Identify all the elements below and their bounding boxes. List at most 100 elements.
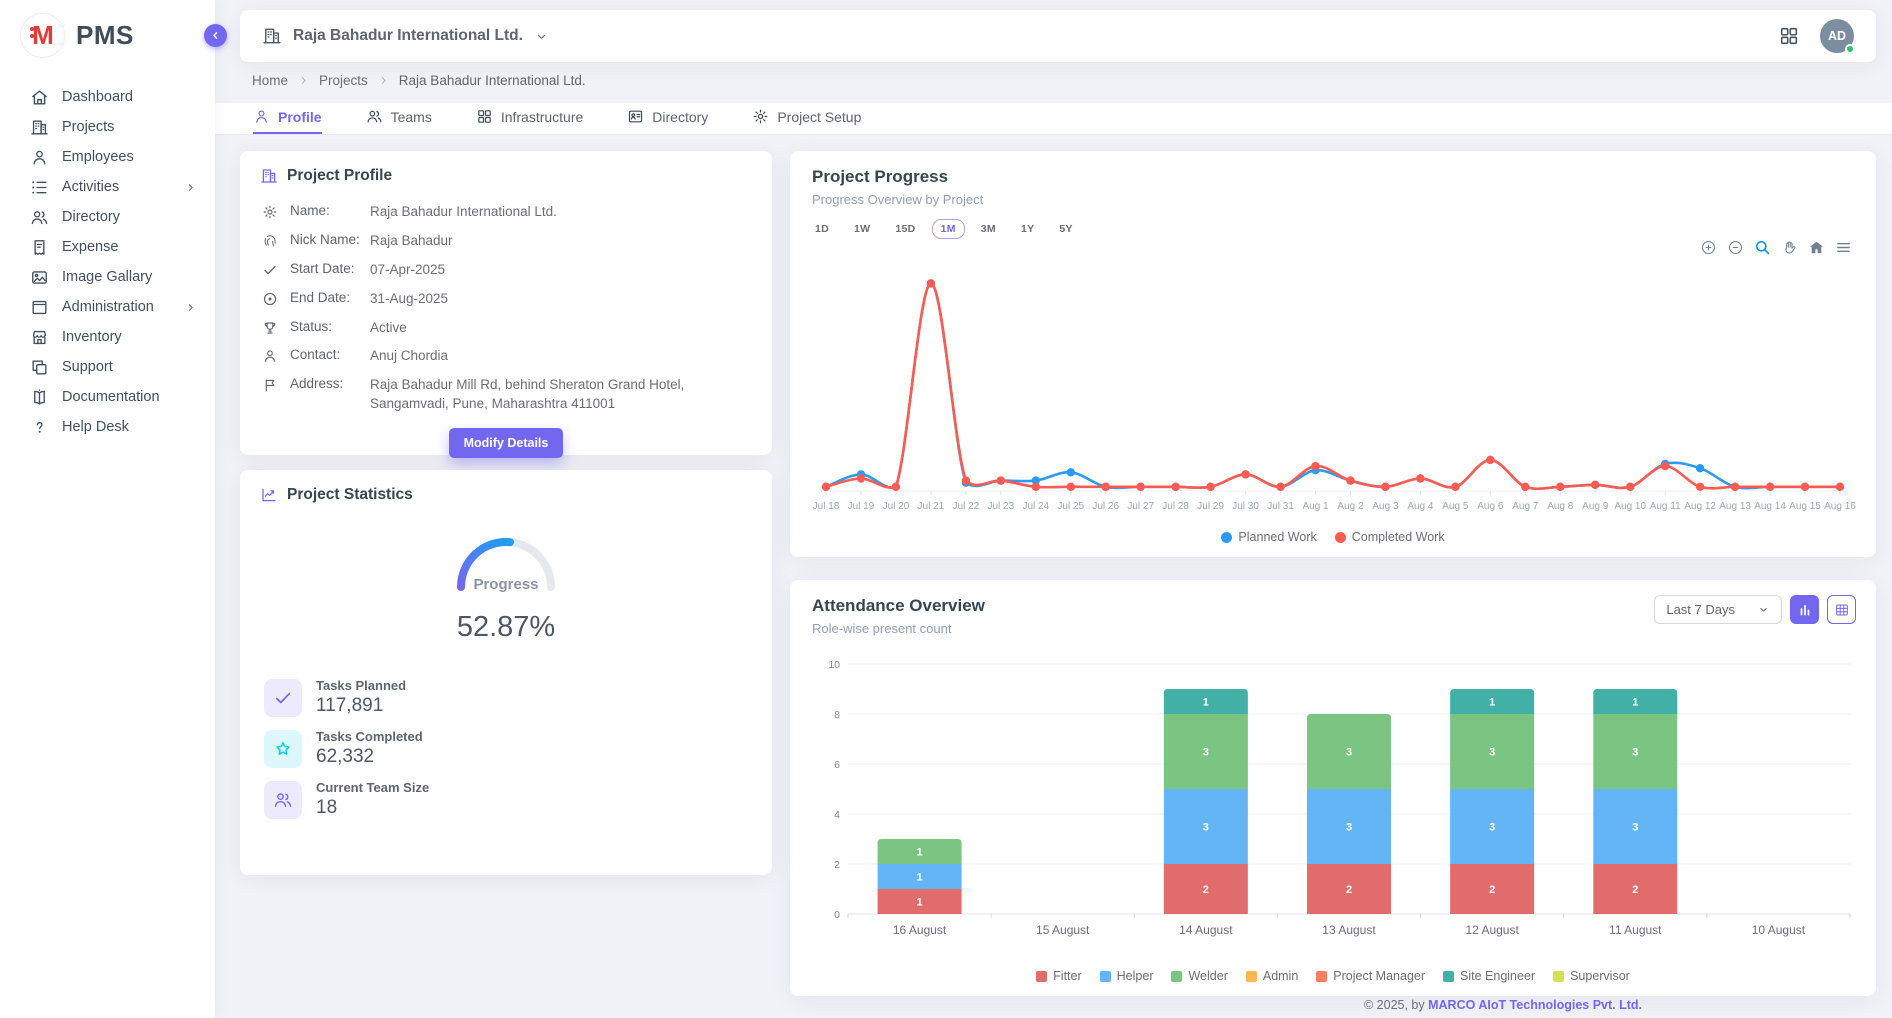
logo-mark-icon: M <box>20 13 65 58</box>
stat-text: Current Team Size18 <box>316 780 429 819</box>
sidebar-item-help-desk[interactable]: Help Desk <box>0 412 215 442</box>
legend-item-fitter[interactable]: Fitter <box>1036 969 1081 983</box>
profile-row-label: Contact: <box>290 347 370 362</box>
sidebar-item-documentation[interactable]: Documentation <box>0 382 215 412</box>
svg-text:3: 3 <box>1489 822 1495 834</box>
zoomin-icon[interactable] <box>1700 239 1717 256</box>
stat-value: 117,891 <box>316 695 406 717</box>
legend-marker <box>1335 532 1346 543</box>
svg-text:Jul 31: Jul 31 <box>1267 501 1294 512</box>
legend-item-site-engineer[interactable]: Site Engineer <box>1443 969 1535 983</box>
sidebar-item-employees[interactable]: Employees <box>0 142 215 172</box>
legend-marker <box>1036 971 1047 982</box>
tab-profile[interactable]: Profile <box>253 103 322 134</box>
apps-grid-button[interactable] <box>1778 25 1800 47</box>
sidebar-item-label: Support <box>62 359 113 375</box>
legend-item-planned-work[interactable]: Planned Work <box>1221 530 1316 544</box>
project-statistics-card: Project Statistics Progress 52.87% Tasks… <box>240 470 772 875</box>
stat-text: Tasks Completed62,332 <box>316 729 423 768</box>
range-button-15d[interactable]: 15D <box>886 219 924 239</box>
svg-text:Aug 11: Aug 11 <box>1650 501 1681 512</box>
profile-row-value: Raja Bahadur Mill Rd, behind Sheraton Gr… <box>370 376 750 414</box>
chart-view-button[interactable] <box>1790 595 1819 624</box>
table-view-button[interactable] <box>1827 595 1856 624</box>
footer-company-link[interactable]: MARCO AIoT Technologies Pvt. Ltd. <box>1428 998 1642 1012</box>
range-button-1d[interactable]: 1D <box>806 219 838 239</box>
sidebar-collapse-button[interactable] <box>204 24 227 47</box>
flag-icon <box>262 377 278 393</box>
svg-text:1: 1 <box>1203 697 1209 709</box>
range-button-1m[interactable]: 1M <box>932 219 965 239</box>
chevron-right-icon <box>184 181 197 194</box>
modify-details-button[interactable]: Modify Details <box>449 428 564 458</box>
footer: © 2025, by MARCO AIoT Technologies Pvt. … <box>1364 998 1642 1012</box>
check-icon <box>264 679 302 717</box>
legend-item-project-manager[interactable]: Project Manager <box>1316 969 1425 983</box>
company-selector[interactable]: Raja Bahadur International Ltd. <box>262 26 549 46</box>
svg-text:6: 6 <box>834 759 840 771</box>
profile-row-label: Name: <box>290 203 370 218</box>
project-profile-card: Project Profile Name:Raja Bahadur Intern… <box>240 151 772 455</box>
date-range-select[interactable]: Last 7 Days <box>1654 595 1782 624</box>
sidebar-item-expense[interactable]: Expense <box>0 232 215 262</box>
sidebar-item-administration[interactable]: Administration <box>0 292 215 322</box>
profile-row-status: Status:Active <box>240 319 772 338</box>
stacked-bar-chart: 024681011116 August15 August233114 Augus… <box>810 650 1856 942</box>
sidebar-item-projects[interactable]: Projects <box>0 112 215 142</box>
project-statistics-header: Project Statistics <box>240 470 772 512</box>
sidebar-item-image-gallary[interactable]: Image Gallary <box>0 262 215 292</box>
tab-directory[interactable]: Directory <box>627 103 708 134</box>
chevron-left-icon <box>209 29 222 42</box>
househ-icon[interactable] <box>1808 239 1825 256</box>
hand-icon[interactable] <box>1781 239 1798 256</box>
app-logo[interactable]: M PMS <box>0 0 215 58</box>
project-progress-card: Project Progress Progress Overview by Pr… <box>790 151 1876 557</box>
svg-text:Jul 18: Jul 18 <box>813 501 840 512</box>
user-avatar[interactable]: AD <box>1820 19 1854 53</box>
legend-item-admin[interactable]: Admin <box>1246 969 1298 983</box>
svg-text:1: 1 <box>917 872 923 884</box>
tab-teams[interactable]: Teams <box>366 103 432 134</box>
breadcrumb-item-home[interactable]: Home <box>252 73 288 88</box>
svg-text:Jul 26: Jul 26 <box>1092 501 1119 512</box>
chevron-right-icon <box>297 74 310 87</box>
legend-item-helper[interactable]: Helper <box>1100 969 1154 983</box>
breadcrumb-item-projects[interactable]: Projects <box>319 73 368 88</box>
bar-chart-svg: 024681011116 August15 August233114 Augus… <box>810 650 1856 942</box>
sidebar-item-activities[interactable]: Activities <box>0 172 215 202</box>
svg-text:Aug 7: Aug 7 <box>1512 501 1539 512</box>
project-progress-subtitle: Progress Overview by Project <box>790 187 1876 207</box>
search-icon[interactable] <box>1754 239 1771 256</box>
svg-text:Aug 10: Aug 10 <box>1614 501 1646 512</box>
sidebar-item-directory[interactable]: Directory <box>0 202 215 232</box>
sidebar-item-inventory[interactable]: Inventory <box>0 322 215 352</box>
tab-label: Directory <box>652 109 708 125</box>
menu-icon[interactable] <box>1835 239 1852 256</box>
range-button-1y[interactable]: 1Y <box>1012 219 1043 239</box>
svg-text:2: 2 <box>1489 884 1495 896</box>
svg-text:Aug 15: Aug 15 <box>1789 501 1821 512</box>
gauge-value: 52.87% <box>240 611 772 644</box>
legend-item-welder[interactable]: Welder <box>1171 969 1227 983</box>
sidebar-item-dashboard[interactable]: Dashboard <box>0 82 215 112</box>
svg-text:Jul 25: Jul 25 <box>1057 501 1084 512</box>
profile-row-value: Raja Bahadur International Ltd. <box>370 203 750 222</box>
range-button-1w[interactable]: 1W <box>845 219 879 239</box>
tab-infrastructure[interactable]: Infrastructure <box>476 103 583 134</box>
svg-text:Aug 2: Aug 2 <box>1337 501 1364 512</box>
avatar-initials: AD <box>1828 29 1846 43</box>
legend-item-completed-work[interactable]: Completed Work <box>1335 530 1445 544</box>
range-button-5y[interactable]: 5Y <box>1050 219 1081 239</box>
svg-text:Jul 24: Jul 24 <box>1022 501 1049 512</box>
tab-project-setup[interactable]: Project Setup <box>752 103 861 134</box>
chevron-down-icon <box>1757 603 1770 616</box>
zoomout-icon[interactable] <box>1727 239 1744 256</box>
stat-label: Tasks Planned <box>316 678 406 693</box>
bar-chart-legend: Fitter Helper Welder Admin Project Manager Si… <box>790 969 1876 983</box>
sidebar-item-support[interactable]: Support <box>0 352 215 382</box>
legend-item-supervisor[interactable]: Supervisor <box>1553 969 1630 983</box>
attendance-overview-card: Attendance Overview Role-wise present co… <box>790 580 1876 996</box>
svg-text:1: 1 <box>1632 697 1638 709</box>
range-button-3m[interactable]: 3M <box>972 219 1005 239</box>
svg-text:Aug 9: Aug 9 <box>1582 501 1609 512</box>
